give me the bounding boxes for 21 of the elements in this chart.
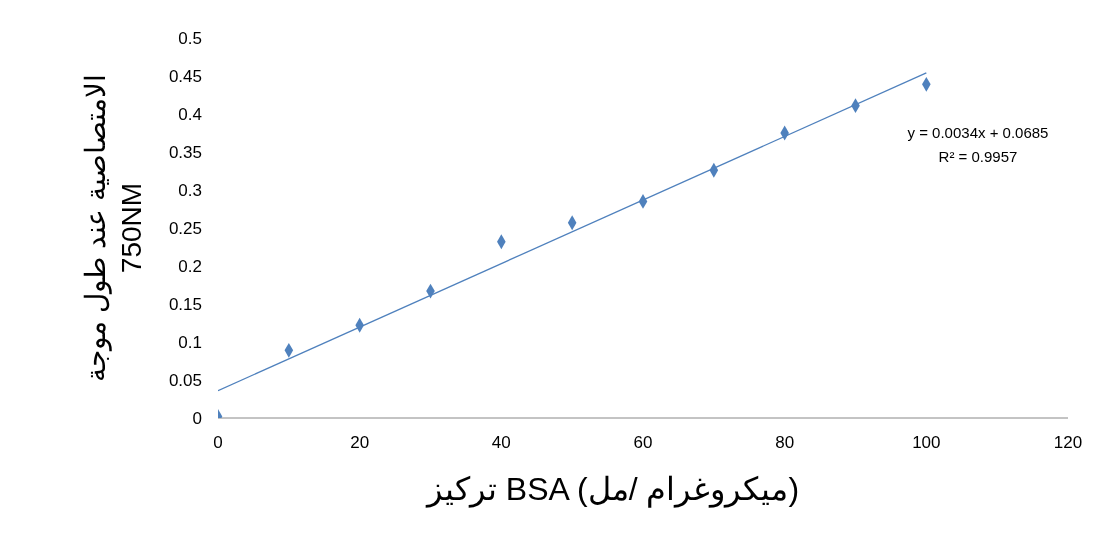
x-tick-label: 100 xyxy=(912,433,941,453)
annotation: R² = 0.9957 xyxy=(938,148,1018,165)
y-tick-label: 0.45 xyxy=(168,67,202,87)
x-tick-label: 60 xyxy=(633,433,653,453)
y-tick-label: 0.5 xyxy=(178,29,202,49)
annotation: y = 0.0034x + 0.0685 xyxy=(907,124,1049,141)
y-tick-label: 0.05 xyxy=(168,371,202,391)
x-tick-label: 120 xyxy=(1053,433,1083,453)
y-tick-label: 0.15 xyxy=(168,295,202,315)
x-tick-label: 40 xyxy=(491,433,511,453)
y-tick-label: 0 xyxy=(192,409,202,429)
x-axis-title: تركيز BSA (ميكروغرام /مل) xyxy=(424,471,800,508)
y-tick-label: 0.3 xyxy=(178,181,202,201)
y-tick-label: 0.1 xyxy=(178,333,202,353)
x-tick-label: 80 xyxy=(775,433,795,453)
y-tick-label: 0.2 xyxy=(178,257,202,277)
x-tick-label: 20 xyxy=(350,433,370,453)
x-tick-label: 0 xyxy=(213,433,223,453)
y-tick-label: 0.25 xyxy=(168,219,202,239)
y-tick-label: 0.35 xyxy=(168,143,202,163)
y-tick-label: 0.4 xyxy=(178,105,202,125)
